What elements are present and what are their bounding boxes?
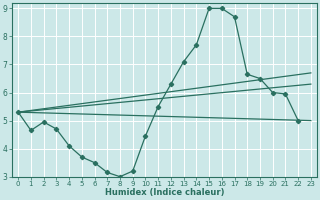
X-axis label: Humidex (Indice chaleur): Humidex (Indice chaleur) (105, 188, 224, 197)
